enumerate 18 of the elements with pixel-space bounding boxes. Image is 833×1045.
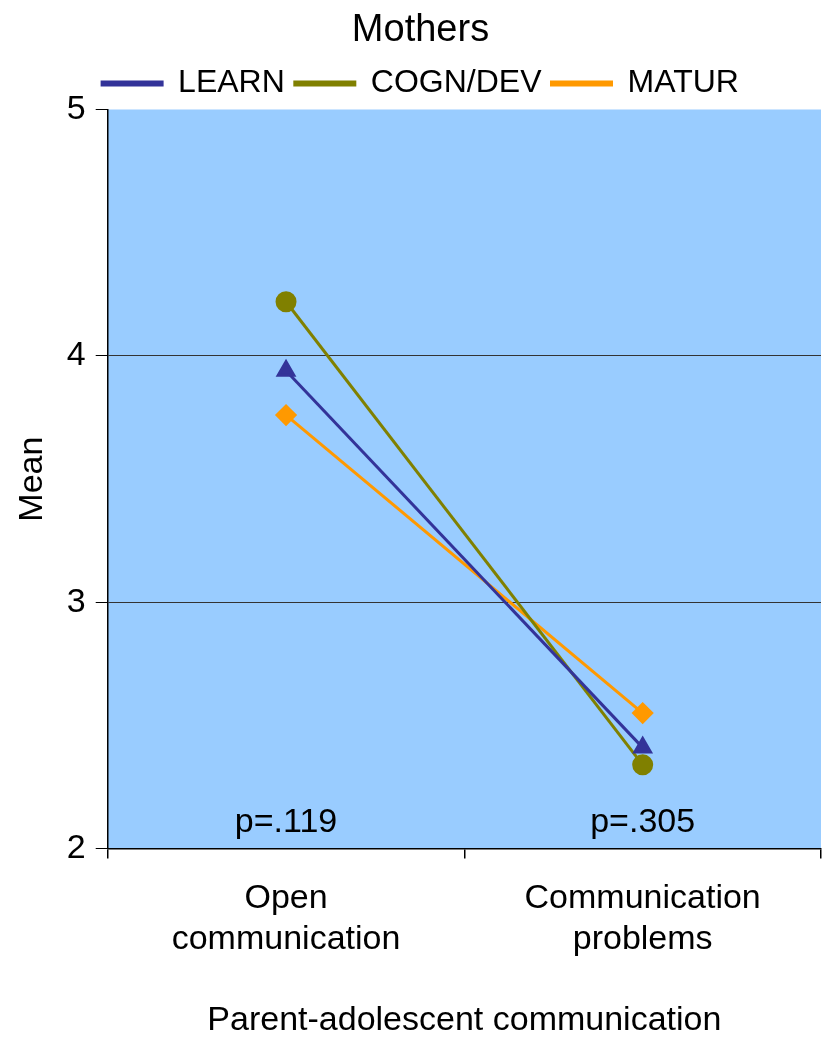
annotation: p=.305 — [590, 800, 696, 839]
annotation: p=.119 — [234, 800, 338, 839]
chart-title: Mothers — [351, 7, 490, 50]
y-tick-label: 5 — [66, 87, 86, 126]
y-tick-label: 3 — [66, 580, 86, 619]
legend-label: COGN/DEV — [370, 63, 543, 100]
x-axis-title: Parent-adolescent communication — [207, 998, 722, 1037]
point — [632, 702, 654, 724]
legend-label: LEARN — [178, 63, 285, 100]
y-axis-title: Mean — [10, 436, 49, 522]
y-tick-label: 4 — [66, 334, 86, 373]
point — [632, 754, 654, 776]
point — [275, 291, 297, 313]
x-tick-label: Open communication — [171, 877, 401, 957]
point — [275, 404, 297, 426]
y-tick-label: 2 — [66, 826, 86, 865]
x-tick-label: Communication problems — [524, 877, 761, 957]
legend-label: MATUR — [627, 63, 739, 100]
